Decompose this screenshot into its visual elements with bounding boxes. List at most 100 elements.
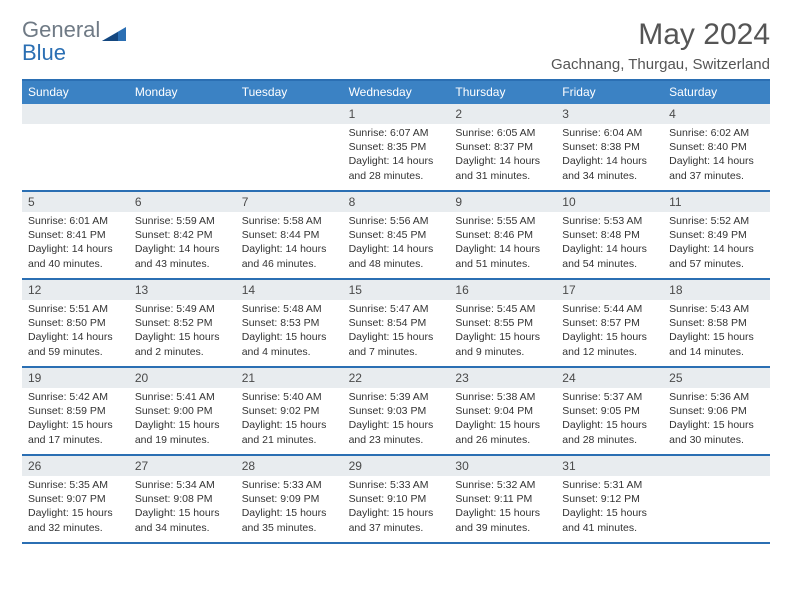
daylight-line: Daylight: 15 hours and 9 minutes. bbox=[455, 330, 550, 358]
sunset-line: Sunset: 9:00 PM bbox=[135, 404, 230, 418]
day-cell: 23Sunrise: 5:38 AMSunset: 9:04 PMDayligh… bbox=[449, 368, 556, 454]
weeks-container: 1Sunrise: 6:07 AMSunset: 8:35 PMDaylight… bbox=[22, 104, 770, 544]
sunset-line: Sunset: 9:12 PM bbox=[562, 492, 657, 506]
daylight-line: Daylight: 15 hours and 39 minutes. bbox=[455, 506, 550, 534]
daylight-line: Daylight: 14 hours and 54 minutes. bbox=[562, 242, 657, 270]
sunrise-line: Sunrise: 5:51 AM bbox=[28, 302, 123, 316]
sunset-line: Sunset: 9:05 PM bbox=[562, 404, 657, 418]
daylight-line: Daylight: 14 hours and 34 minutes. bbox=[562, 154, 657, 182]
day-cell: 8Sunrise: 5:56 AMSunset: 8:45 PMDaylight… bbox=[343, 192, 450, 278]
day-cell: 14Sunrise: 5:48 AMSunset: 8:53 PMDayligh… bbox=[236, 280, 343, 366]
day-number: 9 bbox=[449, 192, 556, 212]
day-body: Sunrise: 5:47 AMSunset: 8:54 PMDaylight:… bbox=[343, 300, 450, 363]
daylight-line: Daylight: 15 hours and 17 minutes. bbox=[28, 418, 123, 446]
day-number: 24 bbox=[556, 368, 663, 388]
week-row: 5Sunrise: 6:01 AMSunset: 8:41 PMDaylight… bbox=[22, 192, 770, 280]
header: GeneralBlue May 2024 Gachnang, Thurgau, … bbox=[22, 18, 770, 73]
day-cell: 20Sunrise: 5:41 AMSunset: 9:00 PMDayligh… bbox=[129, 368, 236, 454]
daylight-line: Daylight: 15 hours and 28 minutes. bbox=[562, 418, 657, 446]
sunrise-line: Sunrise: 5:53 AM bbox=[562, 214, 657, 228]
day-cell: 5Sunrise: 6:01 AMSunset: 8:41 PMDaylight… bbox=[22, 192, 129, 278]
day-cell: 28Sunrise: 5:33 AMSunset: 9:09 PMDayligh… bbox=[236, 456, 343, 542]
sunset-line: Sunset: 8:46 PM bbox=[455, 228, 550, 242]
day-cell: 4Sunrise: 6:02 AMSunset: 8:40 PMDaylight… bbox=[663, 104, 770, 190]
daylight-line: Daylight: 15 hours and 2 minutes. bbox=[135, 330, 230, 358]
sunrise-line: Sunrise: 5:42 AM bbox=[28, 390, 123, 404]
day-body: Sunrise: 5:42 AMSunset: 8:59 PMDaylight:… bbox=[22, 388, 129, 451]
sunset-line: Sunset: 9:07 PM bbox=[28, 492, 123, 506]
day-body: Sunrise: 5:32 AMSunset: 9:11 PMDaylight:… bbox=[449, 476, 556, 539]
sunrise-line: Sunrise: 5:39 AM bbox=[349, 390, 444, 404]
day-number: 4 bbox=[663, 104, 770, 124]
sunrise-line: Sunrise: 5:34 AM bbox=[135, 478, 230, 492]
day-body: Sunrise: 5:53 AMSunset: 8:48 PMDaylight:… bbox=[556, 212, 663, 275]
week-row: 12Sunrise: 5:51 AMSunset: 8:50 PMDayligh… bbox=[22, 280, 770, 368]
sunrise-line: Sunrise: 5:58 AM bbox=[242, 214, 337, 228]
brand-part2: Blue bbox=[22, 40, 66, 65]
empty-cell bbox=[22, 104, 129, 190]
sunrise-line: Sunrise: 5:56 AM bbox=[349, 214, 444, 228]
sunrise-line: Sunrise: 6:02 AM bbox=[669, 126, 764, 140]
daylight-line: Daylight: 14 hours and 48 minutes. bbox=[349, 242, 444, 270]
sunrise-line: Sunrise: 5:49 AM bbox=[135, 302, 230, 316]
sunrise-line: Sunrise: 5:45 AM bbox=[455, 302, 550, 316]
sunset-line: Sunset: 8:58 PM bbox=[669, 316, 764, 330]
day-number: 27 bbox=[129, 456, 236, 476]
daylight-line: Daylight: 15 hours and 7 minutes. bbox=[349, 330, 444, 358]
day-cell: 31Sunrise: 5:31 AMSunset: 9:12 PMDayligh… bbox=[556, 456, 663, 542]
day-number: 7 bbox=[236, 192, 343, 212]
day-cell: 27Sunrise: 5:34 AMSunset: 9:08 PMDayligh… bbox=[129, 456, 236, 542]
day-body: Sunrise: 5:58 AMSunset: 8:44 PMDaylight:… bbox=[236, 212, 343, 275]
dow-monday: Monday bbox=[129, 81, 236, 104]
day-body: Sunrise: 5:48 AMSunset: 8:53 PMDaylight:… bbox=[236, 300, 343, 363]
daylight-line: Daylight: 14 hours and 40 minutes. bbox=[28, 242, 123, 270]
sunrise-line: Sunrise: 5:44 AM bbox=[562, 302, 657, 316]
sunrise-line: Sunrise: 5:36 AM bbox=[669, 390, 764, 404]
daylight-line: Daylight: 15 hours and 23 minutes. bbox=[349, 418, 444, 446]
sunset-line: Sunset: 9:09 PM bbox=[242, 492, 337, 506]
day-body: Sunrise: 5:43 AMSunset: 8:58 PMDaylight:… bbox=[663, 300, 770, 363]
week-row: 19Sunrise: 5:42 AMSunset: 8:59 PMDayligh… bbox=[22, 368, 770, 456]
day-body: Sunrise: 5:59 AMSunset: 8:42 PMDaylight:… bbox=[129, 212, 236, 275]
day-body: Sunrise: 5:35 AMSunset: 9:07 PMDaylight:… bbox=[22, 476, 129, 539]
daylight-line: Daylight: 15 hours and 26 minutes. bbox=[455, 418, 550, 446]
sunset-line: Sunset: 8:35 PM bbox=[349, 140, 444, 154]
day-body: Sunrise: 5:36 AMSunset: 9:06 PMDaylight:… bbox=[663, 388, 770, 451]
sunset-line: Sunset: 8:41 PM bbox=[28, 228, 123, 242]
day-body: Sunrise: 6:07 AMSunset: 8:35 PMDaylight:… bbox=[343, 124, 450, 187]
day-body: Sunrise: 5:55 AMSunset: 8:46 PMDaylight:… bbox=[449, 212, 556, 275]
sunrise-line: Sunrise: 5:31 AM bbox=[562, 478, 657, 492]
day-body: Sunrise: 5:34 AMSunset: 9:08 PMDaylight:… bbox=[129, 476, 236, 539]
day-number: 12 bbox=[22, 280, 129, 300]
day-number: 19 bbox=[22, 368, 129, 388]
day-cell: 11Sunrise: 5:52 AMSunset: 8:49 PMDayligh… bbox=[663, 192, 770, 278]
day-cell: 15Sunrise: 5:47 AMSunset: 8:54 PMDayligh… bbox=[343, 280, 450, 366]
sunset-line: Sunset: 8:45 PM bbox=[349, 228, 444, 242]
day-body: Sunrise: 5:33 AMSunset: 9:10 PMDaylight:… bbox=[343, 476, 450, 539]
day-number: 3 bbox=[556, 104, 663, 124]
sunrise-line: Sunrise: 5:33 AM bbox=[349, 478, 444, 492]
week-row: 1Sunrise: 6:07 AMSunset: 8:35 PMDaylight… bbox=[22, 104, 770, 192]
empty-cell bbox=[663, 456, 770, 542]
empty-cell bbox=[129, 104, 236, 190]
day-cell: 12Sunrise: 5:51 AMSunset: 8:50 PMDayligh… bbox=[22, 280, 129, 366]
sunset-line: Sunset: 8:40 PM bbox=[669, 140, 764, 154]
brand-triangle-icon bbox=[102, 23, 126, 41]
sunrise-line: Sunrise: 5:47 AM bbox=[349, 302, 444, 316]
month-title: May 2024 bbox=[551, 18, 770, 52]
brand-logo: GeneralBlue bbox=[22, 18, 126, 65]
location: Gachnang, Thurgau, Switzerland bbox=[551, 56, 770, 73]
day-cell: 30Sunrise: 5:32 AMSunset: 9:11 PMDayligh… bbox=[449, 456, 556, 542]
sunrise-line: Sunrise: 6:04 AM bbox=[562, 126, 657, 140]
day-number: 23 bbox=[449, 368, 556, 388]
sunrise-line: Sunrise: 6:05 AM bbox=[455, 126, 550, 140]
sunset-line: Sunset: 8:52 PM bbox=[135, 316, 230, 330]
day-body: Sunrise: 6:04 AMSunset: 8:38 PMDaylight:… bbox=[556, 124, 663, 187]
day-body: Sunrise: 5:39 AMSunset: 9:03 PMDaylight:… bbox=[343, 388, 450, 451]
day-number: 16 bbox=[449, 280, 556, 300]
day-body: Sunrise: 5:51 AMSunset: 8:50 PMDaylight:… bbox=[22, 300, 129, 363]
dow-friday: Friday bbox=[556, 81, 663, 104]
sunset-line: Sunset: 8:42 PM bbox=[135, 228, 230, 242]
day-body: Sunrise: 5:49 AMSunset: 8:52 PMDaylight:… bbox=[129, 300, 236, 363]
day-body: Sunrise: 5:40 AMSunset: 9:02 PMDaylight:… bbox=[236, 388, 343, 451]
